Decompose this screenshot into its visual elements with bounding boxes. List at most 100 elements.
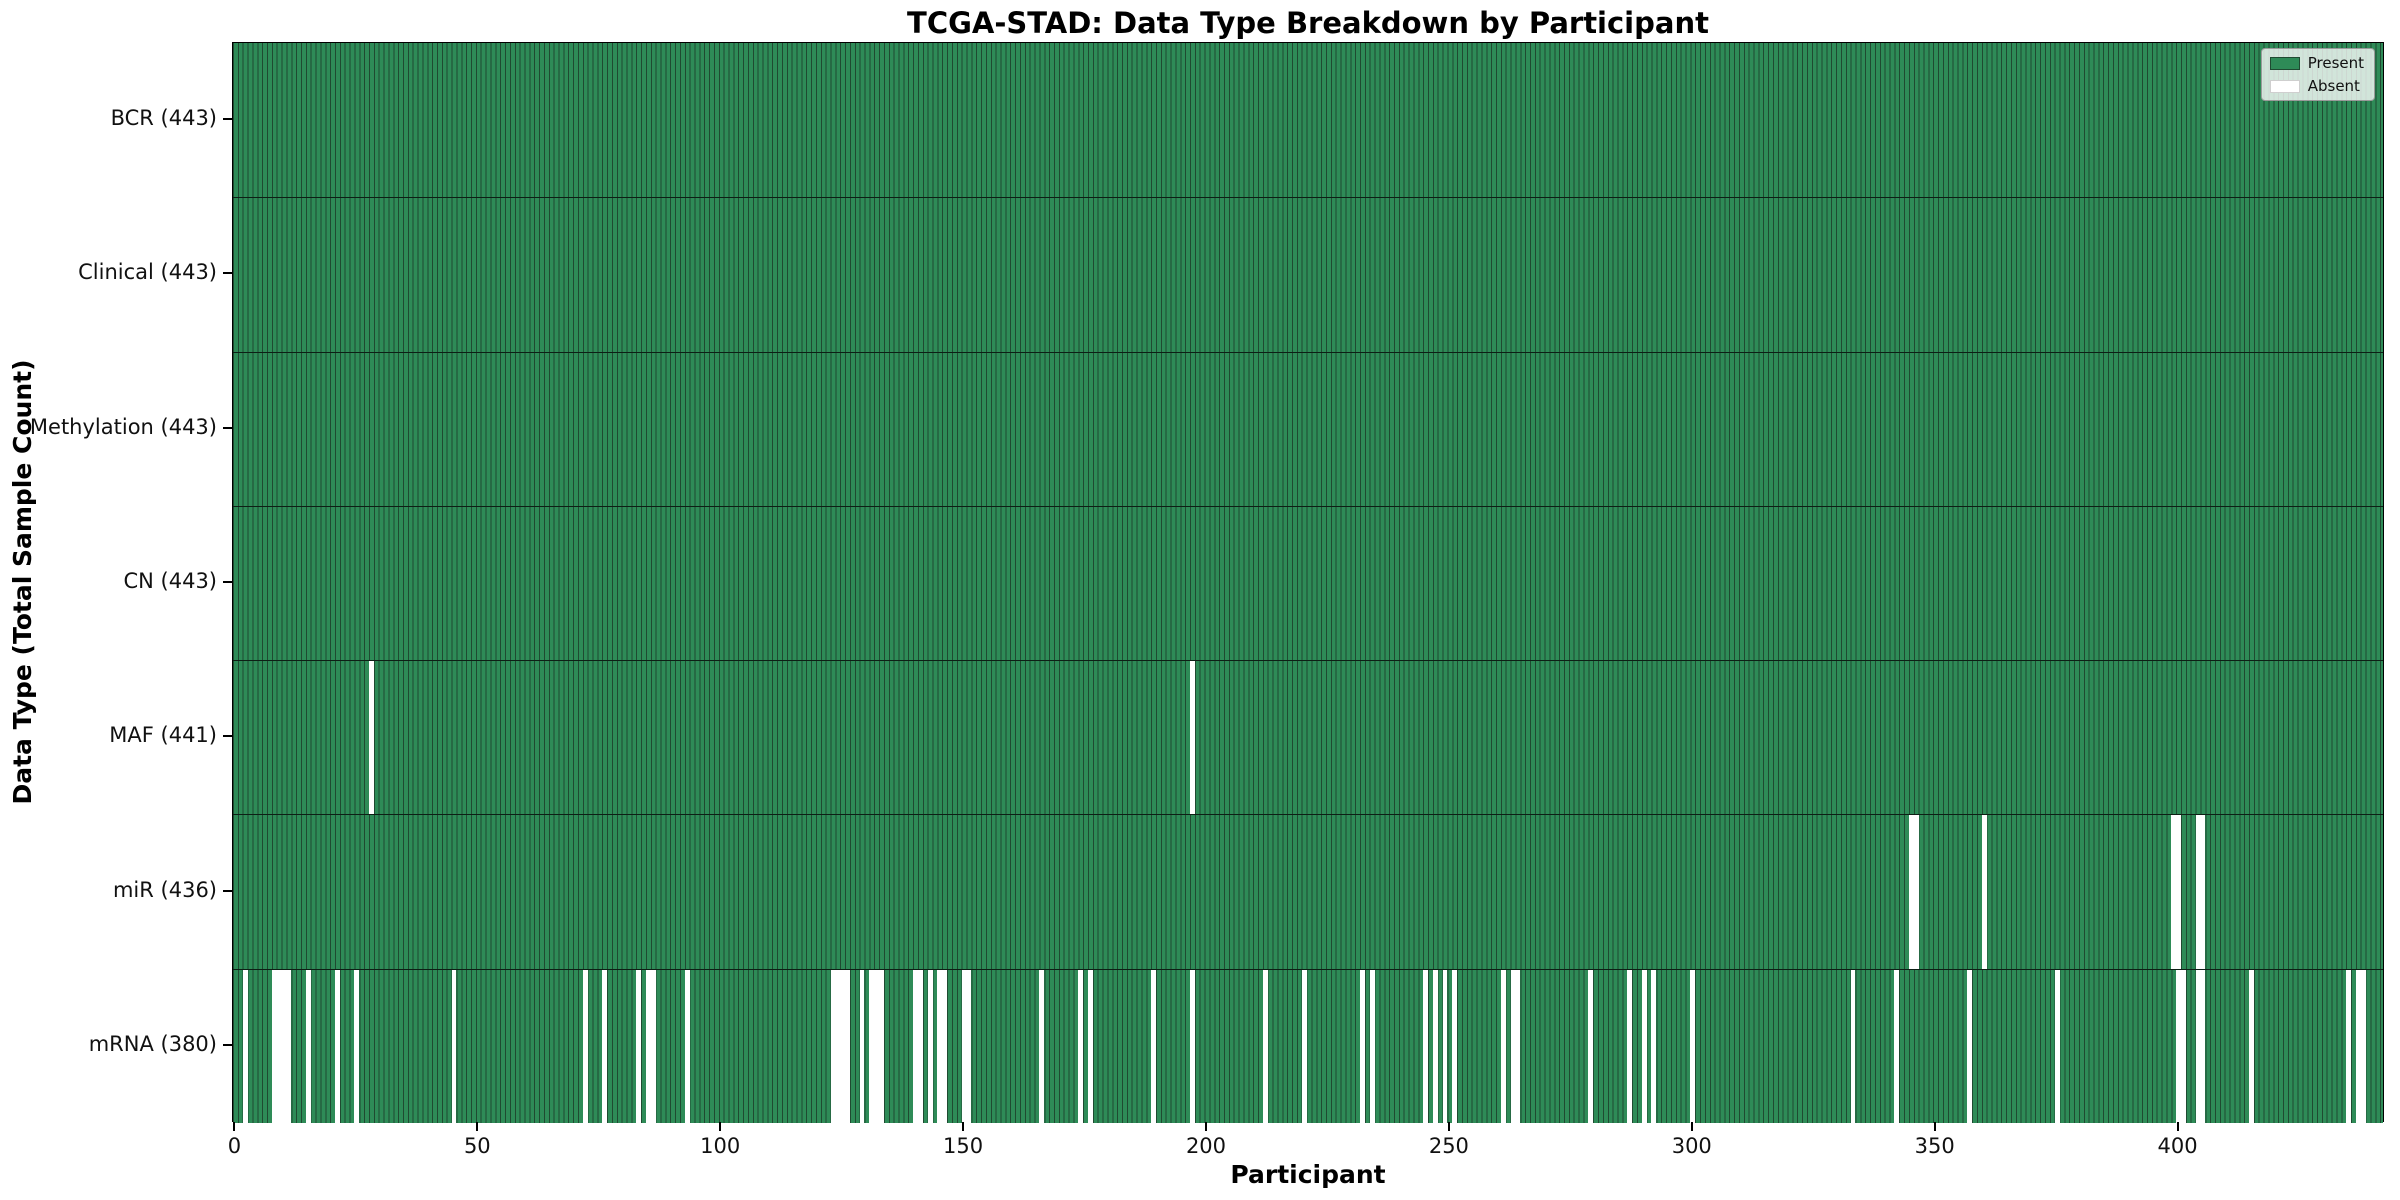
legend-entry-absent: Absent bbox=[2269, 77, 2364, 95]
absent-stripe-mrna-132 bbox=[874, 969, 880, 1123]
absent-stripe-mrna-333 bbox=[1850, 969, 1856, 1123]
y-tick-label-clinical: Clinical (443) bbox=[78, 260, 217, 285]
absent-stripe-mrna-220 bbox=[1301, 969, 1307, 1123]
y-tick-label-methylation: Methylation (443) bbox=[29, 414, 217, 439]
x-tick-mark-300 bbox=[1690, 1122, 1693, 1131]
absent-stripe-mrna-146 bbox=[942, 969, 948, 1123]
x-tick-mark-400 bbox=[2176, 1122, 2179, 1131]
absent-stripe-mir-405 bbox=[2200, 815, 2206, 969]
y-tick-mark-mir bbox=[223, 889, 232, 892]
absent-stripe-mrna-232 bbox=[1360, 969, 1365, 1123]
y-tick-label-mrna: mRNA (380) bbox=[88, 1031, 217, 1056]
absent-stripe-mrna-15 bbox=[305, 969, 311, 1123]
absent-stripe-mrna-10 bbox=[281, 969, 287, 1123]
legend-present-swatch bbox=[2269, 56, 2300, 70]
row-mir bbox=[233, 814, 2383, 969]
absent-stripe-mrna-125 bbox=[840, 969, 846, 1123]
absent-stripe-mrna-150 bbox=[961, 969, 967, 1123]
absent-stripe-mrna-83 bbox=[636, 969, 642, 1123]
absent-stripe-mrna-404 bbox=[2195, 969, 2201, 1123]
absent-stripe-mrna-287 bbox=[1627, 969, 1633, 1123]
absent-stripe-mrna-212 bbox=[1262, 969, 1268, 1123]
absent-stripe-mrna-151 bbox=[966, 969, 972, 1123]
absent-stripe-mrna-300 bbox=[1690, 969, 1696, 1123]
absent-stripe-mrna-123 bbox=[830, 969, 836, 1123]
absent-stripe-mir-346 bbox=[1913, 815, 1919, 969]
absent-stripe-mrna-72 bbox=[582, 969, 588, 1123]
y-tick-mark-cn bbox=[223, 581, 232, 583]
absent-stripe-mrna-375 bbox=[2054, 969, 2060, 1123]
x-tick-label-0: 0 bbox=[227, 1134, 242, 1158]
absent-stripe-mrna-437 bbox=[2355, 969, 2361, 1123]
chart-title: TCGA-STAD: Data Type Breakdown by Partic… bbox=[907, 6, 1709, 40]
absent-stripe-mir-360 bbox=[1981, 815, 1987, 969]
x-tick-label-350: 350 bbox=[1914, 1134, 1955, 1158]
absent-stripe-mrna-143 bbox=[927, 969, 933, 1123]
x-tick-mark-350 bbox=[1933, 1122, 1936, 1131]
heatmap-rows bbox=[233, 43, 2383, 1123]
absent-stripe-mrna-197 bbox=[1189, 969, 1195, 1123]
absent-stripe-mrna-264 bbox=[1515, 969, 1521, 1123]
absent-stripe-maf-28 bbox=[369, 661, 374, 815]
row-cn bbox=[233, 505, 2383, 661]
absent-stripe-mrna-189 bbox=[1151, 969, 1156, 1123]
absent-stripe-mrna-8 bbox=[271, 969, 277, 1123]
absent-stripe-mrna-245 bbox=[1423, 969, 1428, 1123]
y-tick-mark-bcr bbox=[223, 118, 232, 121]
absent-stripe-mir-399 bbox=[2171, 815, 2177, 969]
absent-stripe-mrna-166 bbox=[1039, 969, 1045, 1123]
row-maf bbox=[233, 660, 2383, 815]
y-tick-mark-maf bbox=[223, 735, 232, 738]
y-tick-mark-methylation bbox=[223, 426, 232, 429]
absent-stripe-mir-345 bbox=[1908, 815, 1914, 969]
absent-stripe-mrna-124 bbox=[835, 969, 841, 1123]
legend-absent-label: Absent bbox=[2307, 77, 2360, 95]
absent-stripe-mrna-129 bbox=[859, 969, 865, 1123]
absent-stripe-mrna-261 bbox=[1500, 969, 1506, 1123]
legend-present-label: Present bbox=[2307, 54, 2364, 72]
absent-stripe-mrna-9 bbox=[276, 969, 282, 1123]
absent-stripe-mrna-174 bbox=[1078, 969, 1084, 1123]
absent-stripe-mrna-86 bbox=[650, 969, 656, 1123]
absent-stripe-mrna-176 bbox=[1087, 969, 1093, 1123]
absent-stripe-mrna-251 bbox=[1452, 969, 1458, 1123]
x-tick-label-150: 150 bbox=[943, 1134, 984, 1158]
absent-stripe-mrna-145 bbox=[937, 969, 943, 1123]
x-tick-mark-150 bbox=[962, 1122, 965, 1131]
absent-stripe-mrna-401 bbox=[2180, 969, 2186, 1123]
y-tick-mark-clinical bbox=[223, 272, 232, 275]
absent-stripe-maf-197 bbox=[1189, 661, 1195, 815]
x-tick-mark-250 bbox=[1447, 1122, 1450, 1131]
absent-stripe-mrna-11 bbox=[286, 969, 292, 1123]
x-tick-mark-100 bbox=[719, 1122, 722, 1131]
x-tick-mark-200 bbox=[1204, 1122, 1207, 1131]
plot-area: Present Absent bbox=[232, 42, 2384, 1123]
absent-stripe-mrna-141 bbox=[917, 969, 923, 1123]
y-tick-label-cn: CN (443) bbox=[123, 569, 217, 593]
absent-stripe-mrna-85 bbox=[645, 969, 651, 1123]
absent-stripe-mrna-292 bbox=[1651, 969, 1657, 1123]
absent-stripe-mrna-415 bbox=[2248, 969, 2254, 1123]
absent-stripe-mrna-21 bbox=[335, 969, 340, 1123]
absent-stripe-mrna-133 bbox=[879, 969, 884, 1123]
absent-stripe-mrna-2 bbox=[242, 969, 248, 1123]
absent-stripe-mir-404 bbox=[2195, 815, 2201, 969]
absent-stripe-mrna-126 bbox=[845, 969, 850, 1123]
x-tick-mark-0 bbox=[233, 1122, 236, 1131]
absent-stripe-mrna-405 bbox=[2200, 969, 2206, 1123]
y-tick-label-bcr: BCR (443) bbox=[110, 106, 217, 131]
legend-entry-present: Present bbox=[2269, 54, 2364, 72]
absent-stripe-mrna-357 bbox=[1967, 969, 1973, 1123]
row-mrna bbox=[233, 968, 2383, 1123]
absent-stripe-mrna-290 bbox=[1641, 969, 1647, 1123]
absent-stripe-mrna-234 bbox=[1369, 969, 1375, 1123]
x-tick-label-200: 200 bbox=[1185, 1134, 1227, 1158]
absent-stripe-mir-400 bbox=[2176, 815, 2181, 969]
absent-stripe-mrna-435 bbox=[2346, 969, 2351, 1123]
row-methylation bbox=[233, 351, 2383, 506]
y-tick-mark-mrna bbox=[223, 1043, 232, 1046]
absent-stripe-mrna-249 bbox=[1442, 969, 1448, 1123]
absent-stripe-mrna-400 bbox=[2176, 969, 2181, 1123]
absent-stripe-mrna-279 bbox=[1588, 969, 1594, 1123]
